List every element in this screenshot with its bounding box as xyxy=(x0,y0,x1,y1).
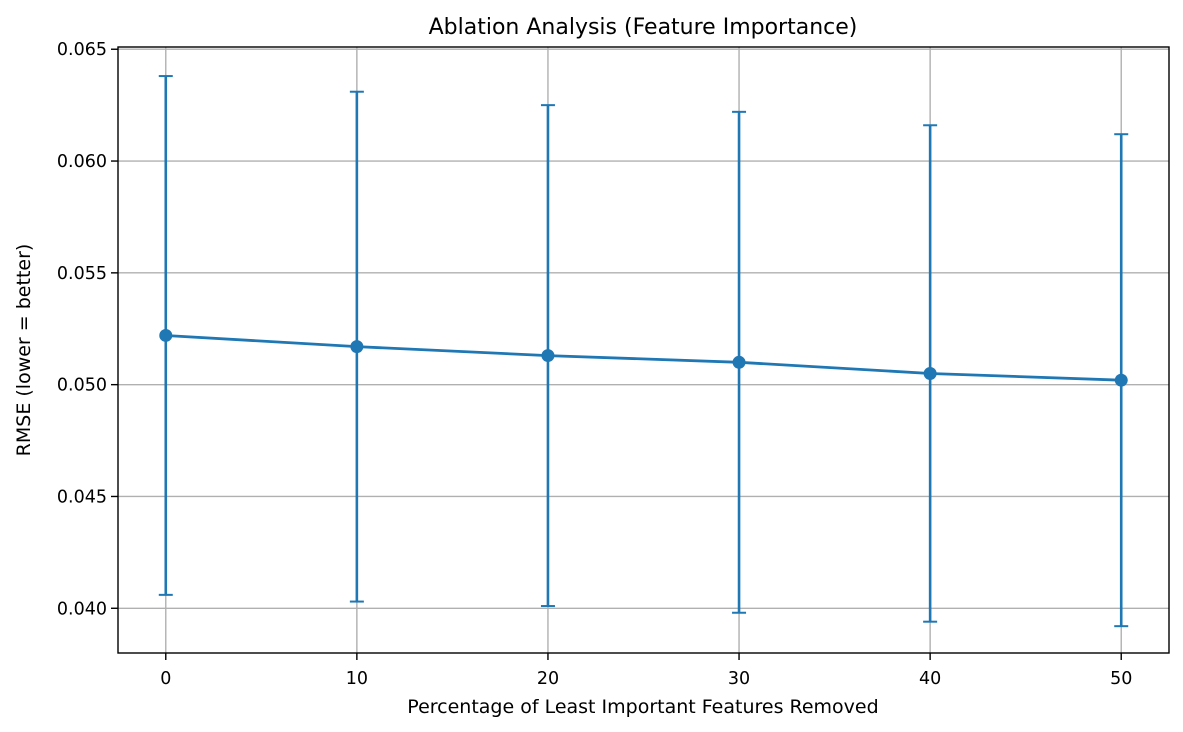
x-axis-label: Percentage of Least Important Features R… xyxy=(407,696,878,718)
x-tick-label: 50 xyxy=(1110,669,1132,689)
y-tick-label: 0.045 xyxy=(57,487,107,507)
y-tick-label: 0.040 xyxy=(57,599,107,619)
data-point xyxy=(541,349,555,363)
y-tick-label: 0.055 xyxy=(57,264,107,284)
y-tick-label: 0.060 xyxy=(57,152,107,172)
plot-background xyxy=(118,47,1169,653)
data-point xyxy=(923,366,937,380)
data-point xyxy=(1114,373,1128,387)
x-tick-label: 10 xyxy=(346,669,368,689)
plot-frame xyxy=(117,46,1170,654)
y-tick-label: 0.050 xyxy=(57,376,107,396)
data-point xyxy=(350,340,364,354)
series-line xyxy=(165,334,1122,382)
x-tick-label: 0 xyxy=(160,669,171,689)
y-tick-label: 0.065 xyxy=(57,40,107,60)
x-tick-label: 20 xyxy=(537,669,559,689)
series-layer xyxy=(158,75,1129,628)
axis-ticks: 0 10 20 30 40 50 0.040 0.045 0.050 0.055 0.060 0.06… xyxy=(57,40,1132,689)
y-axis-label: RMSE (lower = better) xyxy=(13,244,35,457)
x-tick-label: 30 xyxy=(728,669,750,689)
data-point xyxy=(159,328,173,342)
chart-title: Ablation Analysis (Feature Importance) xyxy=(429,15,858,40)
data-point xyxy=(732,355,746,369)
x-tick-label: 40 xyxy=(919,669,941,689)
